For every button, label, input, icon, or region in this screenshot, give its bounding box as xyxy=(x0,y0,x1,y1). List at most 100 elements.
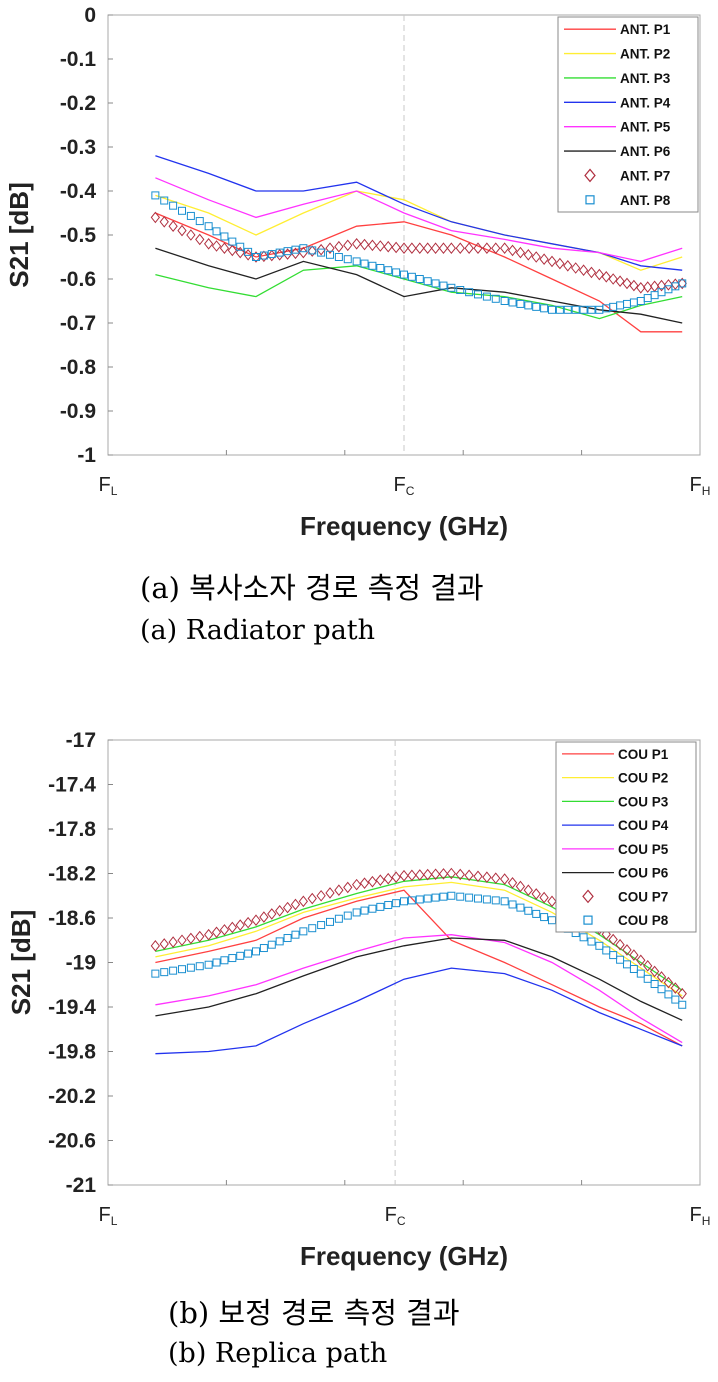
replica-data-point xyxy=(334,884,344,896)
radiator-data-point xyxy=(507,244,518,257)
replica-data-point xyxy=(595,941,604,950)
radiator-legend-label-8: ANT. P8 xyxy=(620,193,671,208)
replica-data-point xyxy=(587,937,596,946)
replica-data-point xyxy=(540,913,549,922)
replica-legend-swatch-8 xyxy=(583,915,593,925)
radiator-data-point xyxy=(298,246,309,259)
radiator-data-point xyxy=(391,241,401,254)
radiator-x-axis-label: Frequency (GHz) xyxy=(300,511,508,541)
replica-data-point xyxy=(423,894,432,903)
replica-data-point xyxy=(671,995,680,1004)
replica-data-point xyxy=(259,944,268,953)
replica-y-tick-label: -19 xyxy=(66,952,96,975)
radiator-data-point xyxy=(571,262,581,274)
replica-data-point xyxy=(579,933,588,942)
radiator-y-tick-label: -0.4 xyxy=(60,180,97,203)
radiator-data-point xyxy=(168,220,178,233)
radiator-data-point xyxy=(367,239,378,252)
radiator-data-point xyxy=(615,275,625,288)
replica-data-point xyxy=(415,869,425,881)
radiator-data-point xyxy=(169,201,178,210)
chart-replica-path: -17 -17.4 -17.8 -18.2 -18.6 -19 -19.4 -19.8 -20.… xyxy=(6,729,710,1271)
replica-data-point xyxy=(616,955,625,964)
replica-legend-label-4: COU P4 xyxy=(618,818,669,833)
radiator-data-point xyxy=(499,242,510,255)
replica-data-point xyxy=(446,867,457,880)
radiator-y-tick-label: 0 xyxy=(84,4,96,27)
radiator-data-point xyxy=(236,242,245,251)
replica-legend-label-5: COU P5 xyxy=(618,842,669,857)
replica-data-point xyxy=(430,868,441,881)
radiator-legend-swatch-8 xyxy=(585,195,595,205)
radiator-data-point xyxy=(252,253,260,261)
replica-legend-label-2: COU P2 xyxy=(618,771,668,786)
replica-data-point xyxy=(325,887,335,899)
replica-data-point xyxy=(275,904,285,917)
radiator-legend-label-3: ANT. P3 xyxy=(620,71,671,86)
replica-y-tick-label: -20.2 xyxy=(48,1085,96,1108)
replica-data-point xyxy=(622,944,632,956)
radiator-data-point xyxy=(508,298,517,307)
radiator-data-point xyxy=(629,279,639,292)
replica-data-point xyxy=(431,893,440,902)
radiator-data-point xyxy=(563,259,573,272)
replica-data-point xyxy=(539,891,549,904)
radiator-data-point xyxy=(186,229,196,241)
radiator-data-point xyxy=(359,238,370,251)
radiator-data-point xyxy=(368,261,377,270)
radiator-data-point xyxy=(334,240,344,253)
replica-data-point xyxy=(465,893,474,902)
replica-data-point xyxy=(259,911,269,923)
radiator-data-point xyxy=(316,243,326,256)
radiator-data-point xyxy=(290,247,301,260)
radiator-data-point xyxy=(186,211,195,220)
replica-data-point xyxy=(650,980,659,989)
radiator-series-line-2 xyxy=(155,190,683,271)
replica-data-point xyxy=(515,880,526,893)
replica-data-point xyxy=(150,940,161,952)
replica-legend-swatch-7 xyxy=(582,889,594,904)
radiator-data-point xyxy=(160,196,169,205)
replica-x-tick-main: F xyxy=(99,1204,111,1226)
replica-data-point xyxy=(203,928,214,941)
replica-data-point xyxy=(491,896,500,905)
replica-data-point xyxy=(636,969,645,978)
radiator-data-point xyxy=(415,275,424,283)
radiator-data-point xyxy=(228,237,237,246)
replica-data-point xyxy=(351,878,362,891)
radiator-x-tick-label: FC xyxy=(394,474,415,498)
replica-data-point xyxy=(360,906,369,915)
replica-data-point xyxy=(657,985,666,994)
replica-data-point xyxy=(392,899,401,908)
radiator-data-point xyxy=(578,264,589,277)
radiator-data-point xyxy=(446,242,457,255)
radiator-data-point xyxy=(491,242,501,255)
replica-data-point xyxy=(474,894,482,903)
replica-data-point xyxy=(629,949,639,961)
replica-data-point xyxy=(643,960,653,972)
replica-data-point xyxy=(227,921,237,934)
replica-data-point xyxy=(177,934,187,947)
replica-data-point xyxy=(500,897,509,906)
replica-data-point xyxy=(307,892,317,905)
replica-data-point xyxy=(343,911,352,920)
radiator-data-point xyxy=(392,268,401,277)
radiator-series-line-5 xyxy=(155,177,683,263)
radiator-data-point xyxy=(622,277,632,290)
radiator-data-point xyxy=(177,224,187,237)
replica-data-point xyxy=(204,960,213,969)
replica-data-point xyxy=(391,871,401,884)
radiator-data-point xyxy=(275,248,284,257)
replica-data-point xyxy=(415,895,424,904)
replica-data-point xyxy=(656,971,667,983)
radiator-data-point xyxy=(531,251,541,263)
radiator-legend-label-7: ANT. P7 xyxy=(620,168,670,183)
radiator-data-point xyxy=(334,253,343,261)
replica-data-point xyxy=(516,903,525,912)
replica-data-point xyxy=(275,937,284,946)
radiator-data-point xyxy=(563,305,572,314)
replica-data-point xyxy=(602,946,611,955)
replica-data-point xyxy=(367,875,378,888)
radiator-x-tick-sub: L xyxy=(111,484,118,498)
replica-y-tick-label: -18.6 xyxy=(48,907,96,930)
